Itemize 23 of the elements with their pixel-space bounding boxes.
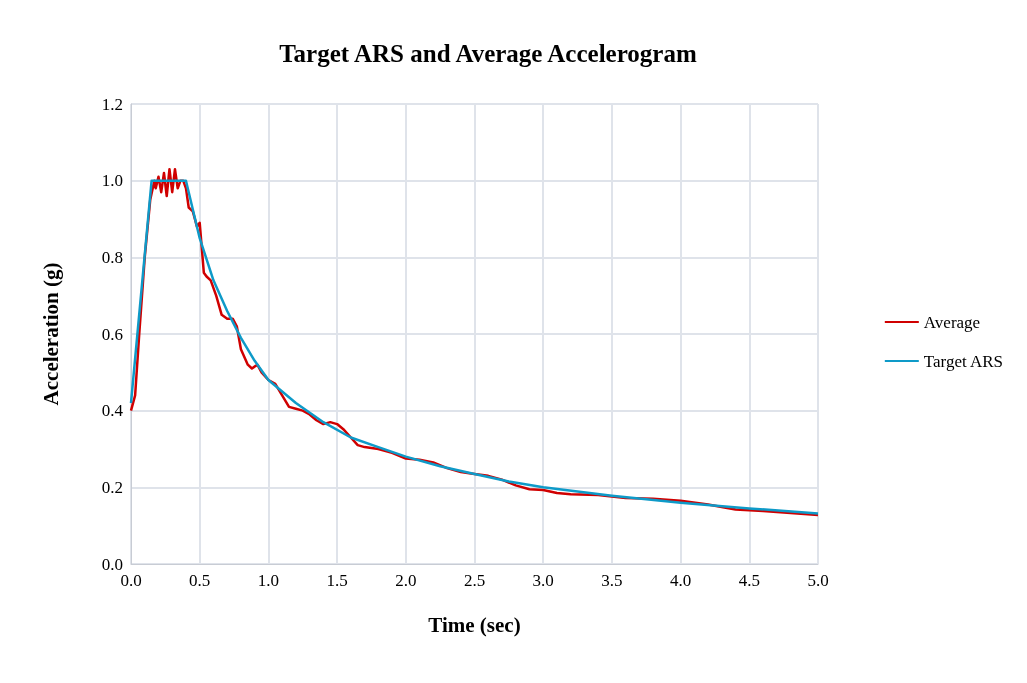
y-tick-label: 1.2 bbox=[101, 94, 123, 114]
y-tick-label: 0.2 bbox=[101, 477, 123, 497]
x-tick-label: 1.5 bbox=[326, 571, 348, 590]
x-tick-label: 2.5 bbox=[463, 571, 486, 590]
x-tick-label: 2.0 bbox=[395, 571, 417, 590]
y-tick-label: 0.0 bbox=[101, 554, 123, 574]
y-axis-title: Acceleration (g) bbox=[38, 262, 63, 406]
x-tick-label: 4.5 bbox=[738, 571, 760, 590]
x-tick-label: 4.0 bbox=[669, 571, 692, 590]
y-tick-label: 1.0 bbox=[101, 171, 123, 191]
x-tick-label: 3.5 bbox=[601, 571, 623, 590]
x-tick-label: 1.0 bbox=[257, 571, 280, 590]
y-tick-label: 0.6 bbox=[101, 324, 123, 344]
chart-title: Target ARS and Average Accelerogram bbox=[279, 40, 697, 67]
y-tick-label: 0.4 bbox=[101, 401, 124, 421]
x-tick-label: 0.0 bbox=[120, 571, 142, 590]
y-tick-label: 0.8 bbox=[101, 247, 123, 267]
x-axis-title: Time (sec) bbox=[428, 612, 521, 637]
x-tick-label: 0.5 bbox=[189, 571, 211, 590]
legend-label: Average bbox=[923, 312, 981, 332]
x-tick-label: 3.0 bbox=[532, 571, 554, 590]
x-tick-label: 5.0 bbox=[807, 571, 829, 590]
legend-label: Target ARS bbox=[923, 351, 1004, 371]
